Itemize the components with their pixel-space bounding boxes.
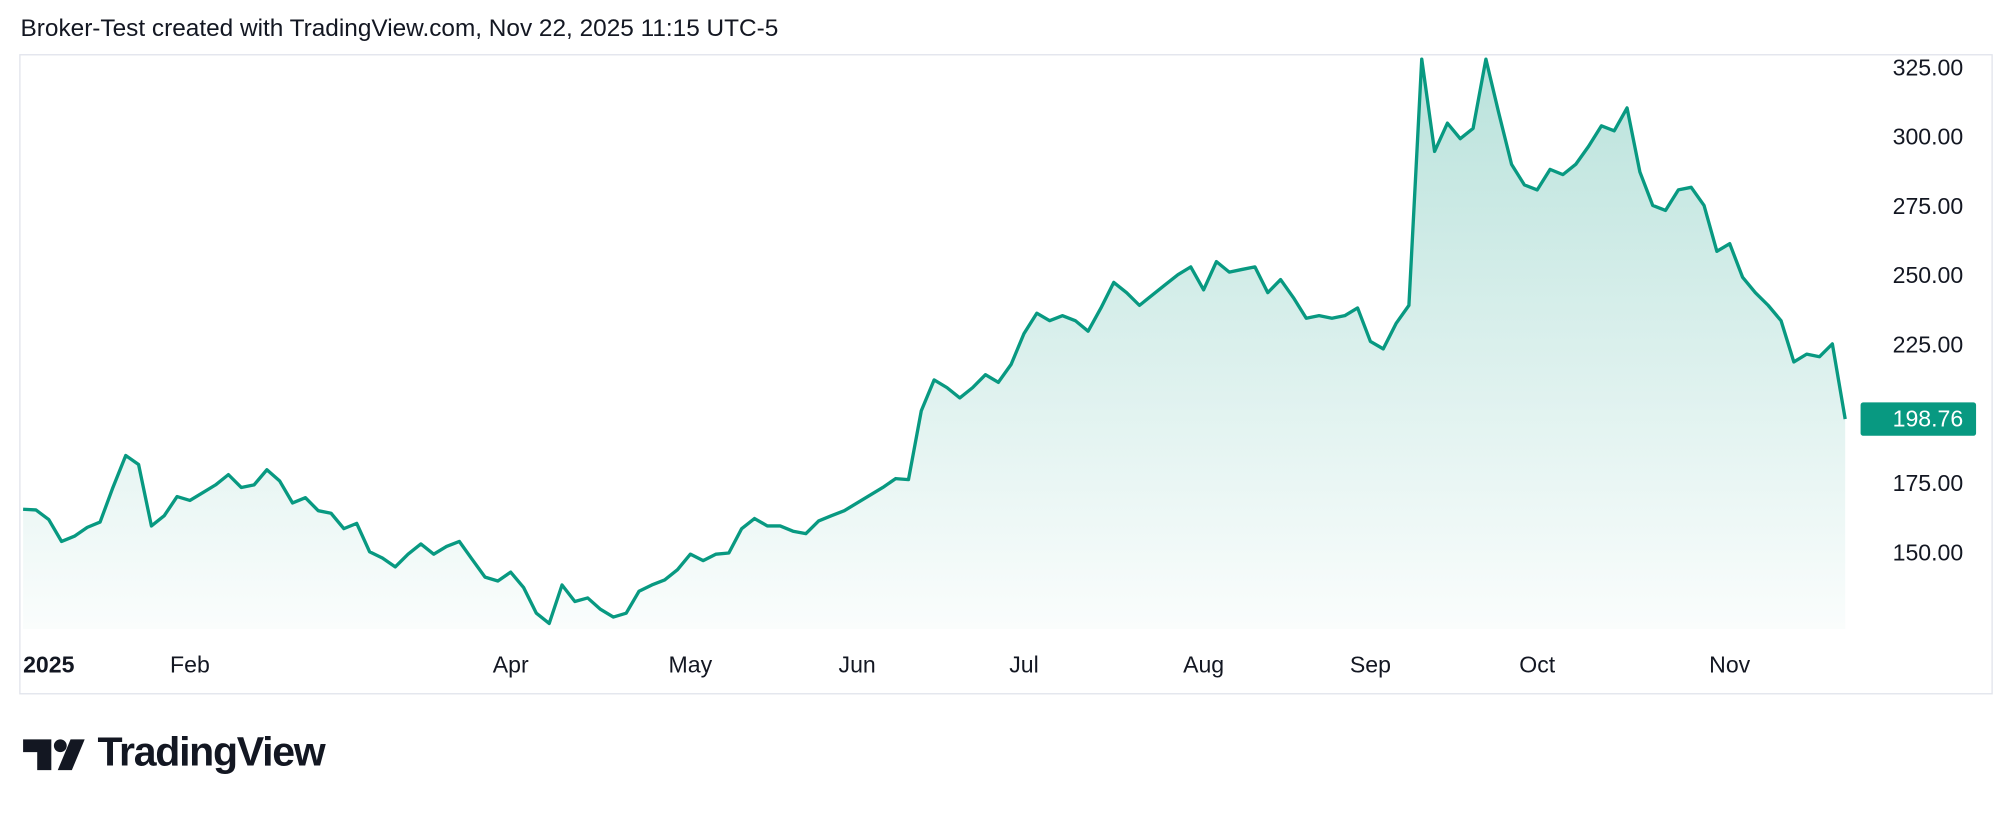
header: Broker-Test created with TradingView.com… — [21, 15, 779, 42]
y-tick-label: 150.00 — [1893, 539, 1964, 565]
last-price-tag — [1860, 402, 1977, 436]
x-tick-label: Aug — [1183, 651, 1224, 677]
logo-mark — [57, 739, 85, 771]
x-tick-label: Apr — [493, 651, 529, 677]
x-tick-label: Oct — [1519, 651, 1555, 677]
y-tick-label: 275.00 — [1893, 193, 1964, 219]
x-tick-label: Nov — [1709, 651, 1751, 677]
x-tick-label: Feb — [170, 651, 210, 677]
logo-mark — [53, 739, 67, 753]
y-tick-label: 325.00 — [1893, 54, 1964, 80]
x-tick-label: May — [669, 651, 713, 677]
brand-logo — [23, 739, 85, 771]
price-line — [23, 57, 1847, 626]
last-price-label: 198.76 — [1893, 405, 1964, 431]
area-fill — [23, 59, 1846, 629]
y-tick-label: 300.00 — [1893, 124, 1964, 150]
y-tick-label: 225.00 — [1893, 332, 1964, 358]
x-tick-label: Sep — [1350, 651, 1391, 677]
chart-frame — [19, 54, 1993, 695]
y-tick-label: 250.00 — [1893, 262, 1964, 288]
x-tick-label: 2025 — [23, 651, 75, 677]
x-tick-label: Jun — [839, 651, 876, 677]
logo-mark — [23, 739, 52, 771]
brand-name: TradingView — [98, 729, 326, 775]
x-tick-label: Jul — [1009, 651, 1039, 677]
y-tick-label: 175.00 — [1893, 470, 1964, 496]
